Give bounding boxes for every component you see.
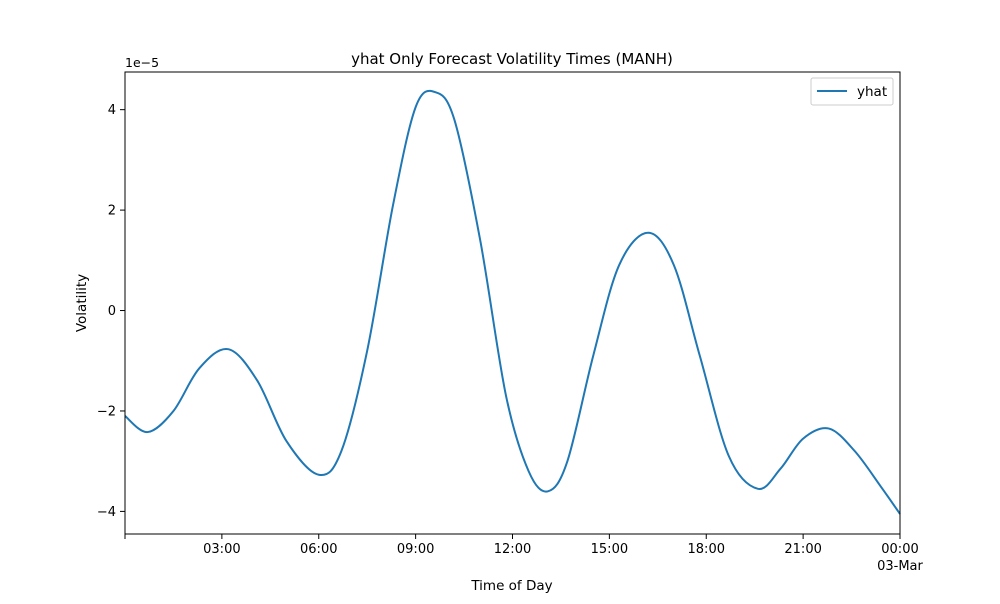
- y-tick-label: 0: [108, 304, 116, 319]
- x-tick-label: 21:00: [784, 542, 821, 557]
- y-axis-label: Volatility: [74, 274, 90, 332]
- x-tick-label: 15:00: [591, 542, 628, 557]
- series-layer: [124, 89, 901, 515]
- x-tick-label: 00:00: [881, 542, 918, 557]
- x-axis: 03:00 06:00 09:00 12:00 15:00 18:00 21:00 00:00…: [124, 534, 924, 574]
- legend-label-yhat: yhat: [857, 84, 887, 100]
- x-tick-label: 03:00: [203, 542, 240, 557]
- y-axis: −4 −2 0 2 4: [97, 103, 125, 520]
- x-tick-label: 09:00: [397, 542, 434, 557]
- y-scale-label: 1e−5: [125, 55, 159, 70]
- x-axis-label: Time of Day: [470, 578, 552, 594]
- y-tick-label: 4: [108, 103, 116, 118]
- y-tick-label: −4: [97, 505, 116, 520]
- x-tick-label: 12:00: [494, 542, 531, 557]
- x-tick-label: 06:00: [300, 542, 337, 557]
- chart-title: yhat Only Forecast Volatility Times (MAN…: [351, 50, 673, 68]
- x-tick-sublabel: 03-Mar: [877, 559, 923, 574]
- series-line-yhat: [124, 89, 901, 515]
- legend-box: [810, 77, 894, 106]
- x-tick-label: 18:00: [688, 542, 725, 557]
- plot-frame: [124, 71, 901, 535]
- plot-area: [125, 72, 900, 534]
- y-tick-label: −2: [97, 404, 116, 419]
- legend: yhat: [810, 77, 894, 106]
- y-tick-label: 2: [108, 204, 116, 219]
